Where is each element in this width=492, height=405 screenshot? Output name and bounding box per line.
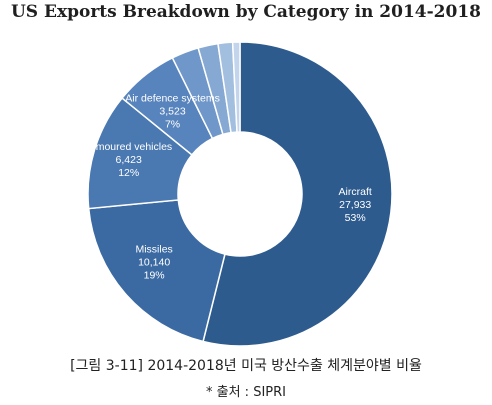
data-label-missiles-label: Missiles bbox=[135, 243, 172, 255]
data-label-air-defence-systems-label: Air defence systems bbox=[125, 93, 220, 105]
slice-other-7 bbox=[231, 41, 241, 133]
data-label-missiles-value: 10,140 bbox=[138, 256, 170, 268]
data-label-armoured-vehicles-label: Armoured vehicles bbox=[85, 141, 172, 153]
data-label-armoured-vehicles-pct: 12% bbox=[118, 167, 139, 179]
slice-aircraft bbox=[202, 41, 393, 347]
data-label-armoured-vehicles-value: 6,423 bbox=[116, 154, 142, 166]
figure-source: * 출처 : SIPRI bbox=[206, 385, 286, 400]
donut-slices bbox=[87, 41, 393, 347]
data-label-aircraft-label: Aircraft bbox=[339, 186, 372, 198]
slice-missiles bbox=[87, 199, 226, 343]
data-label-missiles-pct: 19% bbox=[144, 269, 165, 281]
chart-title: US Exports Breakdown by Category in 2014… bbox=[10, 2, 481, 22]
data-label-aircraft-pct: 53% bbox=[345, 212, 366, 224]
data-label-air-defence-systems-pct: 7% bbox=[165, 119, 180, 131]
data-label-aircraft-value: 27,933 bbox=[339, 199, 371, 211]
figure-caption: [그림 3-11] 2014-2018년 미국 방산수출 체계분야별 비율 bbox=[70, 358, 422, 374]
data-label-air-defence-systems-value: 3,523 bbox=[159, 106, 185, 118]
